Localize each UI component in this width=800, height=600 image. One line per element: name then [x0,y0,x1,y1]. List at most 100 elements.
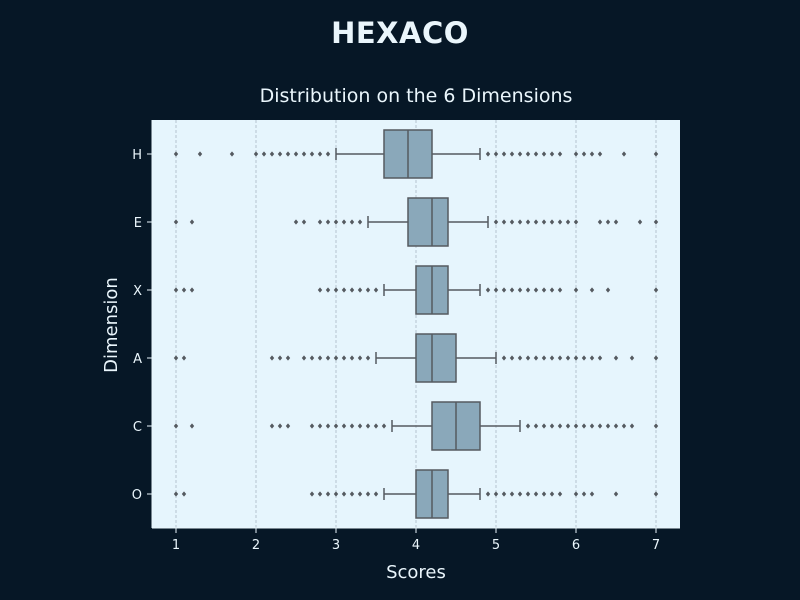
iqr-box [415,333,457,383]
outlier-point [253,151,259,157]
outlier-point [621,423,627,429]
outlier-point [525,287,531,293]
y-tick-label: E [134,216,142,231]
outlier-point [621,151,627,157]
outlier-point [565,219,571,225]
outlier-point [549,287,555,293]
outlier-point [557,355,563,361]
outlier-point [533,287,539,293]
y-tick-label: O [132,488,142,503]
outlier-point [605,423,611,429]
x-tick-label: 2 [252,538,260,553]
outlier-point [189,219,195,225]
outlier-point [285,151,291,157]
outlier-point [517,287,523,293]
outlier-point [525,219,531,225]
outlier-point [485,151,491,157]
outlier-point [597,151,603,157]
outlier-point [301,151,307,157]
outlier-point [493,287,499,293]
outlier-point [549,219,555,225]
outlier-point [501,491,507,497]
outlier-point [349,287,355,293]
x-axis-label: Scores [386,562,446,583]
outlier-point [277,151,283,157]
y-axis-label: Dimension [101,277,122,373]
iqr-box [407,197,449,247]
outlier-point [653,219,659,225]
outlier-point [517,151,523,157]
outlier-point [261,151,267,157]
outlier-point [373,423,379,429]
outlier-point [173,151,179,157]
outlier-point [189,423,195,429]
outlier-point [509,355,515,361]
outlier-point [357,355,363,361]
outlier-point [533,491,539,497]
outlier-point [317,219,323,225]
outlier-point [549,151,555,157]
outlier-point [301,219,307,225]
y-tick-label: C [133,420,142,435]
outlier-point [341,355,347,361]
outlier-point [501,287,507,293]
outlier-point [293,219,299,225]
outlier-point [573,219,579,225]
box-E [173,197,659,247]
outlier-point [309,151,315,157]
outlier-point [325,287,331,293]
outlier-point [541,151,547,157]
outlier-point [341,423,347,429]
outlier-point [501,355,507,361]
outlier-point [181,355,187,361]
outlier-point [613,423,619,429]
outlier-point [181,491,187,497]
x-tick-label: 5 [492,538,500,553]
outlier-point [533,423,539,429]
outlier-point [493,219,499,225]
outlier-point [581,355,587,361]
outlier-point [333,219,339,225]
outlier-point [509,287,515,293]
x-tick-label: 7 [652,538,660,553]
outlier-point [573,355,579,361]
outlier-point [533,219,539,225]
outlier-point [629,355,635,361]
outlier-point [325,355,331,361]
outlier-point [357,219,363,225]
figure-suptitle: HEXACO [331,16,469,50]
outlier-point [509,219,515,225]
outlier-point [269,423,275,429]
outlier-point [349,355,355,361]
outlier-point [653,287,659,293]
outlier-point [333,491,339,497]
outlier-point [557,287,563,293]
y-tick-label: H [132,148,142,163]
outlier-point [613,219,619,225]
outlier-point [541,287,547,293]
outlier-point [357,287,363,293]
outlier-point [557,219,563,225]
outlier-point [653,151,659,157]
box-A [173,333,659,383]
outlier-point [589,423,595,429]
box-C [173,401,659,451]
outlier-point [277,423,283,429]
outlier-point [501,151,507,157]
outlier-point [309,355,315,361]
outlier-point [173,423,179,429]
outlier-point [357,423,363,429]
outlier-point [301,355,307,361]
outlier-point [277,355,283,361]
outlier-point [197,151,203,157]
outlier-point [597,423,603,429]
outlier-point [365,423,371,429]
outlier-point [525,151,531,157]
outlier-point [597,355,603,361]
outlier-point [581,491,587,497]
outlier-point [597,219,603,225]
outlier-point [381,423,387,429]
outlier-point [173,491,179,497]
outlier-point [325,491,331,497]
